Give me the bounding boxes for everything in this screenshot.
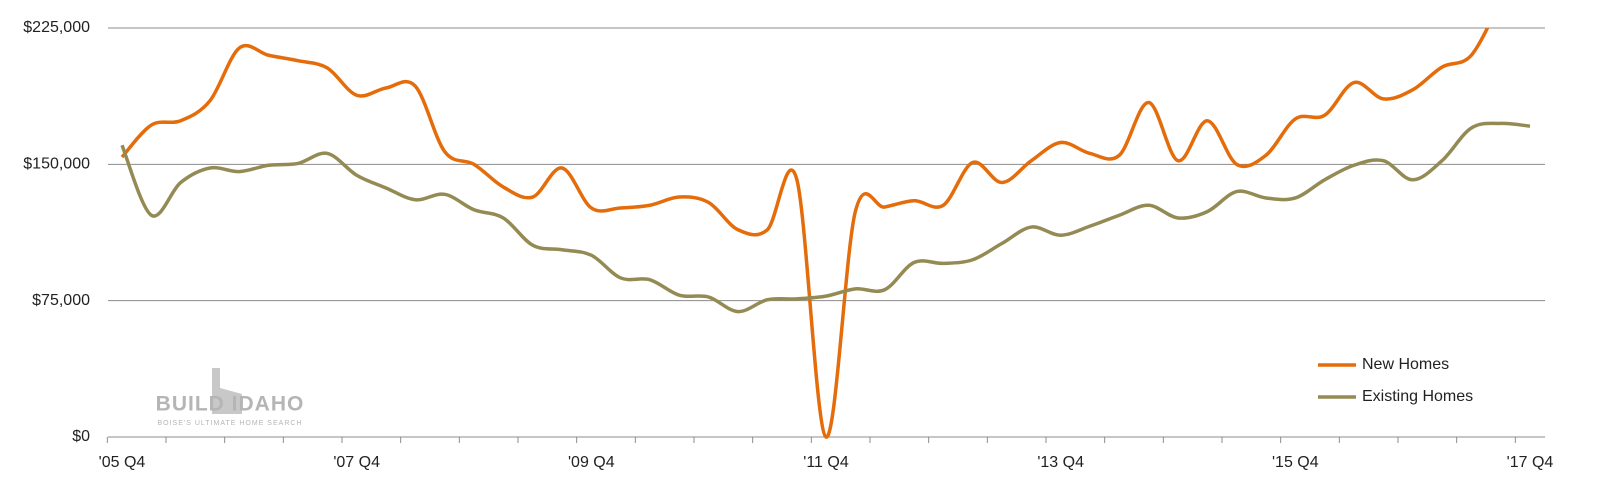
series xyxy=(120,121,1531,314)
legend-label: Existing Homes xyxy=(1362,388,1473,405)
x-tick-label: '17 Q4 xyxy=(1507,454,1554,471)
series-line xyxy=(120,28,1490,439)
watermark-subtitle: BOISE'S ULTIMATE HOME SEARCH xyxy=(158,420,303,427)
y-tick-label: $225,000 xyxy=(23,19,90,36)
legend-label: New Homes xyxy=(1362,356,1449,373)
watermark-icon xyxy=(212,368,242,414)
y-tick-label: $75,000 xyxy=(32,292,90,309)
x-tick-label: '07 Q4 xyxy=(333,454,380,471)
x-tick-label: '09 Q4 xyxy=(568,454,615,471)
series-line xyxy=(120,121,1531,314)
x-tick-label: '15 Q4 xyxy=(1272,454,1319,471)
watermark-title: BUILD IDAHO xyxy=(156,393,305,416)
y-tick-label: $0 xyxy=(72,428,90,445)
y-tick-label: $150,000 xyxy=(23,156,90,173)
x-tick-label: '05 Q4 xyxy=(99,454,146,471)
series xyxy=(120,28,1490,439)
x-tick-label: '13 Q4 xyxy=(1037,454,1084,471)
x-tick-label: '11 Q4 xyxy=(803,454,849,471)
watermark: BUILD IDAHO BOISE'S ULTIMATE HOME SEARCH xyxy=(156,368,305,427)
